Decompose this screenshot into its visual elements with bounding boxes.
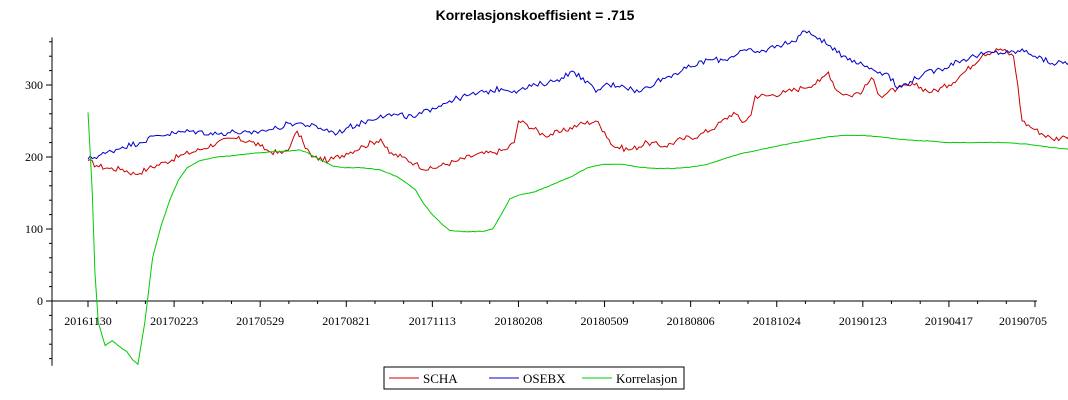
x-tick-label: 20190417 — [925, 314, 973, 328]
series-line-osebx — [87, 30, 1068, 160]
legend-entry: SCHA — [423, 371, 458, 386]
chart-axes: 0 100 200 300 20161130 20170223 20170529 201708… — [25, 37, 1047, 366]
series-line-korrelasjon — [87, 112, 1068, 366]
y-tick-label: 100 — [25, 222, 43, 236]
x-tick-label: 20170223 — [150, 314, 198, 328]
y-tick-label: 200 — [25, 150, 43, 164]
chart-title: Korrelasjonskoeffisient = .715 — [436, 7, 635, 23]
y-tick-label: 0 — [37, 294, 43, 308]
x-tick-label: 20190705 — [999, 314, 1047, 328]
y-tick-label: 300 — [25, 78, 43, 92]
legend-entry: OSEBX — [523, 371, 566, 386]
chart-plot-area — [87, 30, 1068, 366]
x-tick-label: 20181024 — [753, 314, 801, 328]
x-tick-label: 20170821 — [322, 314, 370, 328]
x-tick-label: 20180208 — [494, 314, 542, 328]
chart-legend: SCHA OSEBX Korrelasjon — [383, 366, 685, 390]
x-tick-label: 20180509 — [581, 314, 629, 328]
x-tick-label: 20170529 — [236, 314, 284, 328]
legend-box — [383, 366, 685, 390]
legend-entry: Korrelasjon — [616, 371, 678, 386]
series-line-scha — [87, 47, 1068, 176]
x-tick-label: 20171113 — [409, 314, 456, 328]
x-tick-label: 20161130 — [64, 314, 112, 328]
x-tick-label: 20180806 — [667, 314, 715, 328]
x-tick-label: 20190123 — [839, 314, 887, 328]
